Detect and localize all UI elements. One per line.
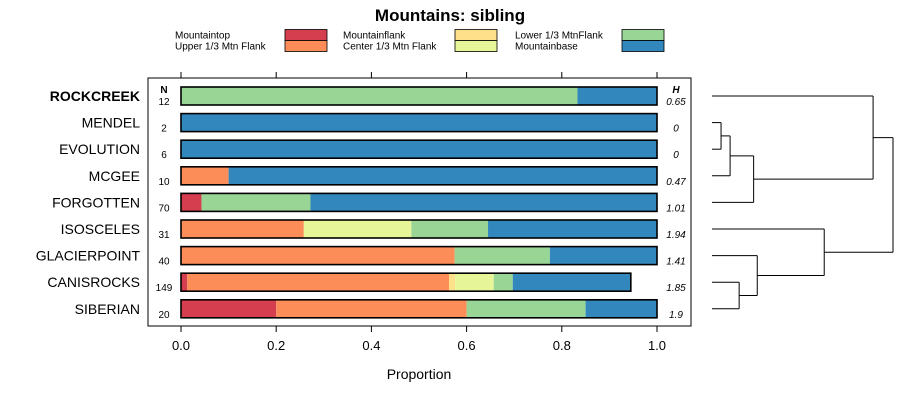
x-axis-label: Proportion [387, 366, 452, 382]
bar-segment-siberian-upper-1-3-mtn-flank [276, 299, 467, 318]
category-label-siberian: SIBERIAN [75, 301, 140, 317]
bar-segment-mcgee-mountainbase [228, 166, 657, 185]
bar-segment-rockcreek-lower-1-3-mtnflank [181, 87, 578, 105]
category-label-evolution: EVOLUTION [59, 141, 140, 157]
x-tick-label: 0.6 [458, 338, 476, 353]
h-value-evolution: 0 [673, 150, 679, 161]
category-label-isosceles: ISOSCELES [61, 221, 140, 237]
bar-segment-forgotten-mountaintop [181, 193, 202, 212]
category-label-forgotten: FORGOTTEN [52, 194, 140, 210]
h-value-canisrocks: 1.85 [666, 283, 686, 294]
bar-segment-canisrocks-upper-1-3-mtn-flank [187, 273, 449, 292]
bar-segment-isosceles-mountainbase [488, 220, 657, 238]
n-value-mcgee: 10 [158, 177, 170, 188]
bar-outline-canisrocks [180, 272, 632, 293]
dendrogram [712, 95, 894, 310]
h-column-header: H [672, 85, 680, 96]
category-label-mendel: MENDEL [82, 115, 141, 131]
h-value-forgotten: 1.01 [666, 203, 685, 214]
legend-label-mountainbase: Mountainbase [515, 42, 578, 53]
legend-label-lower-1-3-mtnflank: Lower 1/3 MtnFlank [515, 31, 604, 42]
n-value-siberian: 20 [158, 310, 170, 321]
category-label-canisrocks: CANISROCKS [47, 274, 140, 290]
bar-outline-forgotten [180, 192, 658, 213]
bar-outline-siberian [180, 298, 658, 319]
bar-segment-siberian-mountaintop [181, 299, 277, 318]
n-value-canisrocks: 149 [156, 283, 173, 294]
bar-segment-glacierpoint-mountainbase [549, 246, 657, 265]
bar-segment-isosceles-center-1-3-mtn-flank [303, 220, 412, 238]
legend-swatch-center-1-3-mtn-flank [454, 40, 498, 52]
legend-label-mountaintop: Mountaintop [175, 31, 230, 42]
x-axis: 0.0 0.2 0.4 0.6 0.8 1.0 [172, 72, 666, 353]
h-value-glacierpoint: 1.41 [666, 257, 685, 268]
h-value-mendel: 0 [673, 124, 679, 135]
n-value-rockcreek: 12 [158, 97, 170, 108]
plot-frame [147, 77, 692, 327]
n-column-header: N [160, 85, 167, 96]
n-value-glacierpoint: 40 [158, 257, 170, 268]
bar-segment-siberian-lower-1-3-mtnflank [466, 299, 586, 318]
bar-outline-glacierpoint [180, 245, 658, 266]
bar-outline-rockcreek [180, 86, 658, 106]
category-label-glacierpoint: GLACIERPOINT [36, 248, 141, 264]
bar-segment-evolution-mountainbase [181, 140, 657, 159]
bar-segment-siberian-mountainbase [585, 299, 657, 318]
n-value-evolution: 6 [161, 150, 167, 161]
bar-outline-evolution [180, 139, 658, 159]
h-value-siberian: 1.9 [669, 310, 683, 321]
x-tick-label: 0.4 [362, 338, 380, 353]
legend-swatch-mountainbase [621, 40, 665, 52]
bar-segment-forgotten-mountainbase [310, 193, 657, 212]
h-value-isosceles: 1.94 [666, 230, 686, 241]
legend-swatch-upper-1-3-mtn-flank [284, 40, 328, 52]
x-tick-label: 0.0 [172, 338, 190, 353]
x-tick-label: 0.8 [553, 338, 571, 353]
bar-segment-isosceles-lower-1-3-mtnflank [411, 220, 489, 238]
chart-title: Mountains: sibling [375, 6, 525, 25]
bar-segment-isosceles-upper-1-3-mtn-flank [181, 220, 304, 238]
bar-group [180, 86, 658, 319]
legend-swatch-mountainflank [454, 29, 498, 41]
bar-segment-glacierpoint-upper-1-3-mtn-flank [181, 246, 455, 265]
h-value-rockcreek: 0.65 [666, 97, 686, 108]
bar-outline-isosceles [180, 219, 658, 239]
bar-segment-canisrocks-mountainbase [512, 273, 631, 292]
x-tick-label: 1.0 [648, 338, 666, 353]
bar-segment-mendel-mountainbase [181, 113, 657, 132]
n-value-mendel: 2 [161, 124, 167, 135]
bar-segment-canisrocks-mountaintop [181, 273, 188, 292]
bar-segment-glacierpoint-lower-1-3-mtnflank [454, 246, 550, 265]
legend-label-upper-1-3-mtn-flank: Upper 1/3 Mtn Flank [175, 42, 267, 53]
bar-outline-mendel [180, 112, 658, 133]
bar-segment-forgotten-lower-1-3-mtnflank [201, 193, 311, 212]
category-label-rockcreek: ROCKCREEK [50, 88, 140, 104]
n-value-forgotten: 70 [158, 203, 170, 214]
bar-segment-rockcreek-mountainbase [577, 87, 657, 105]
legend-label-center-1-3-mtn-flank: Center 1/3 Mtn Flank [343, 42, 437, 53]
x-tick-label: 0.2 [267, 338, 285, 353]
bar-segment-mcgee-upper-1-3-mtn-flank [181, 166, 229, 185]
bar-segment-canisrocks-center-1-3-mtn-flank [455, 273, 494, 292]
n-value-isosceles: 31 [158, 230, 170, 241]
bar-segment-canisrocks-mountainflank [448, 273, 456, 292]
category-label-mcgee: MCGEE [89, 168, 140, 184]
h-value-mcgee: 0.47 [666, 177, 686, 188]
bar-segment-canisrocks-lower-1-3-mtnflank [493, 273, 513, 292]
legend-swatch-lower-1-3-mtnflank [621, 29, 665, 41]
legend-label-mountainflank: Mountainflank [343, 31, 406, 42]
bar-outline-mcgee [180, 166, 658, 186]
legend-swatch-mountaintop [284, 29, 328, 41]
